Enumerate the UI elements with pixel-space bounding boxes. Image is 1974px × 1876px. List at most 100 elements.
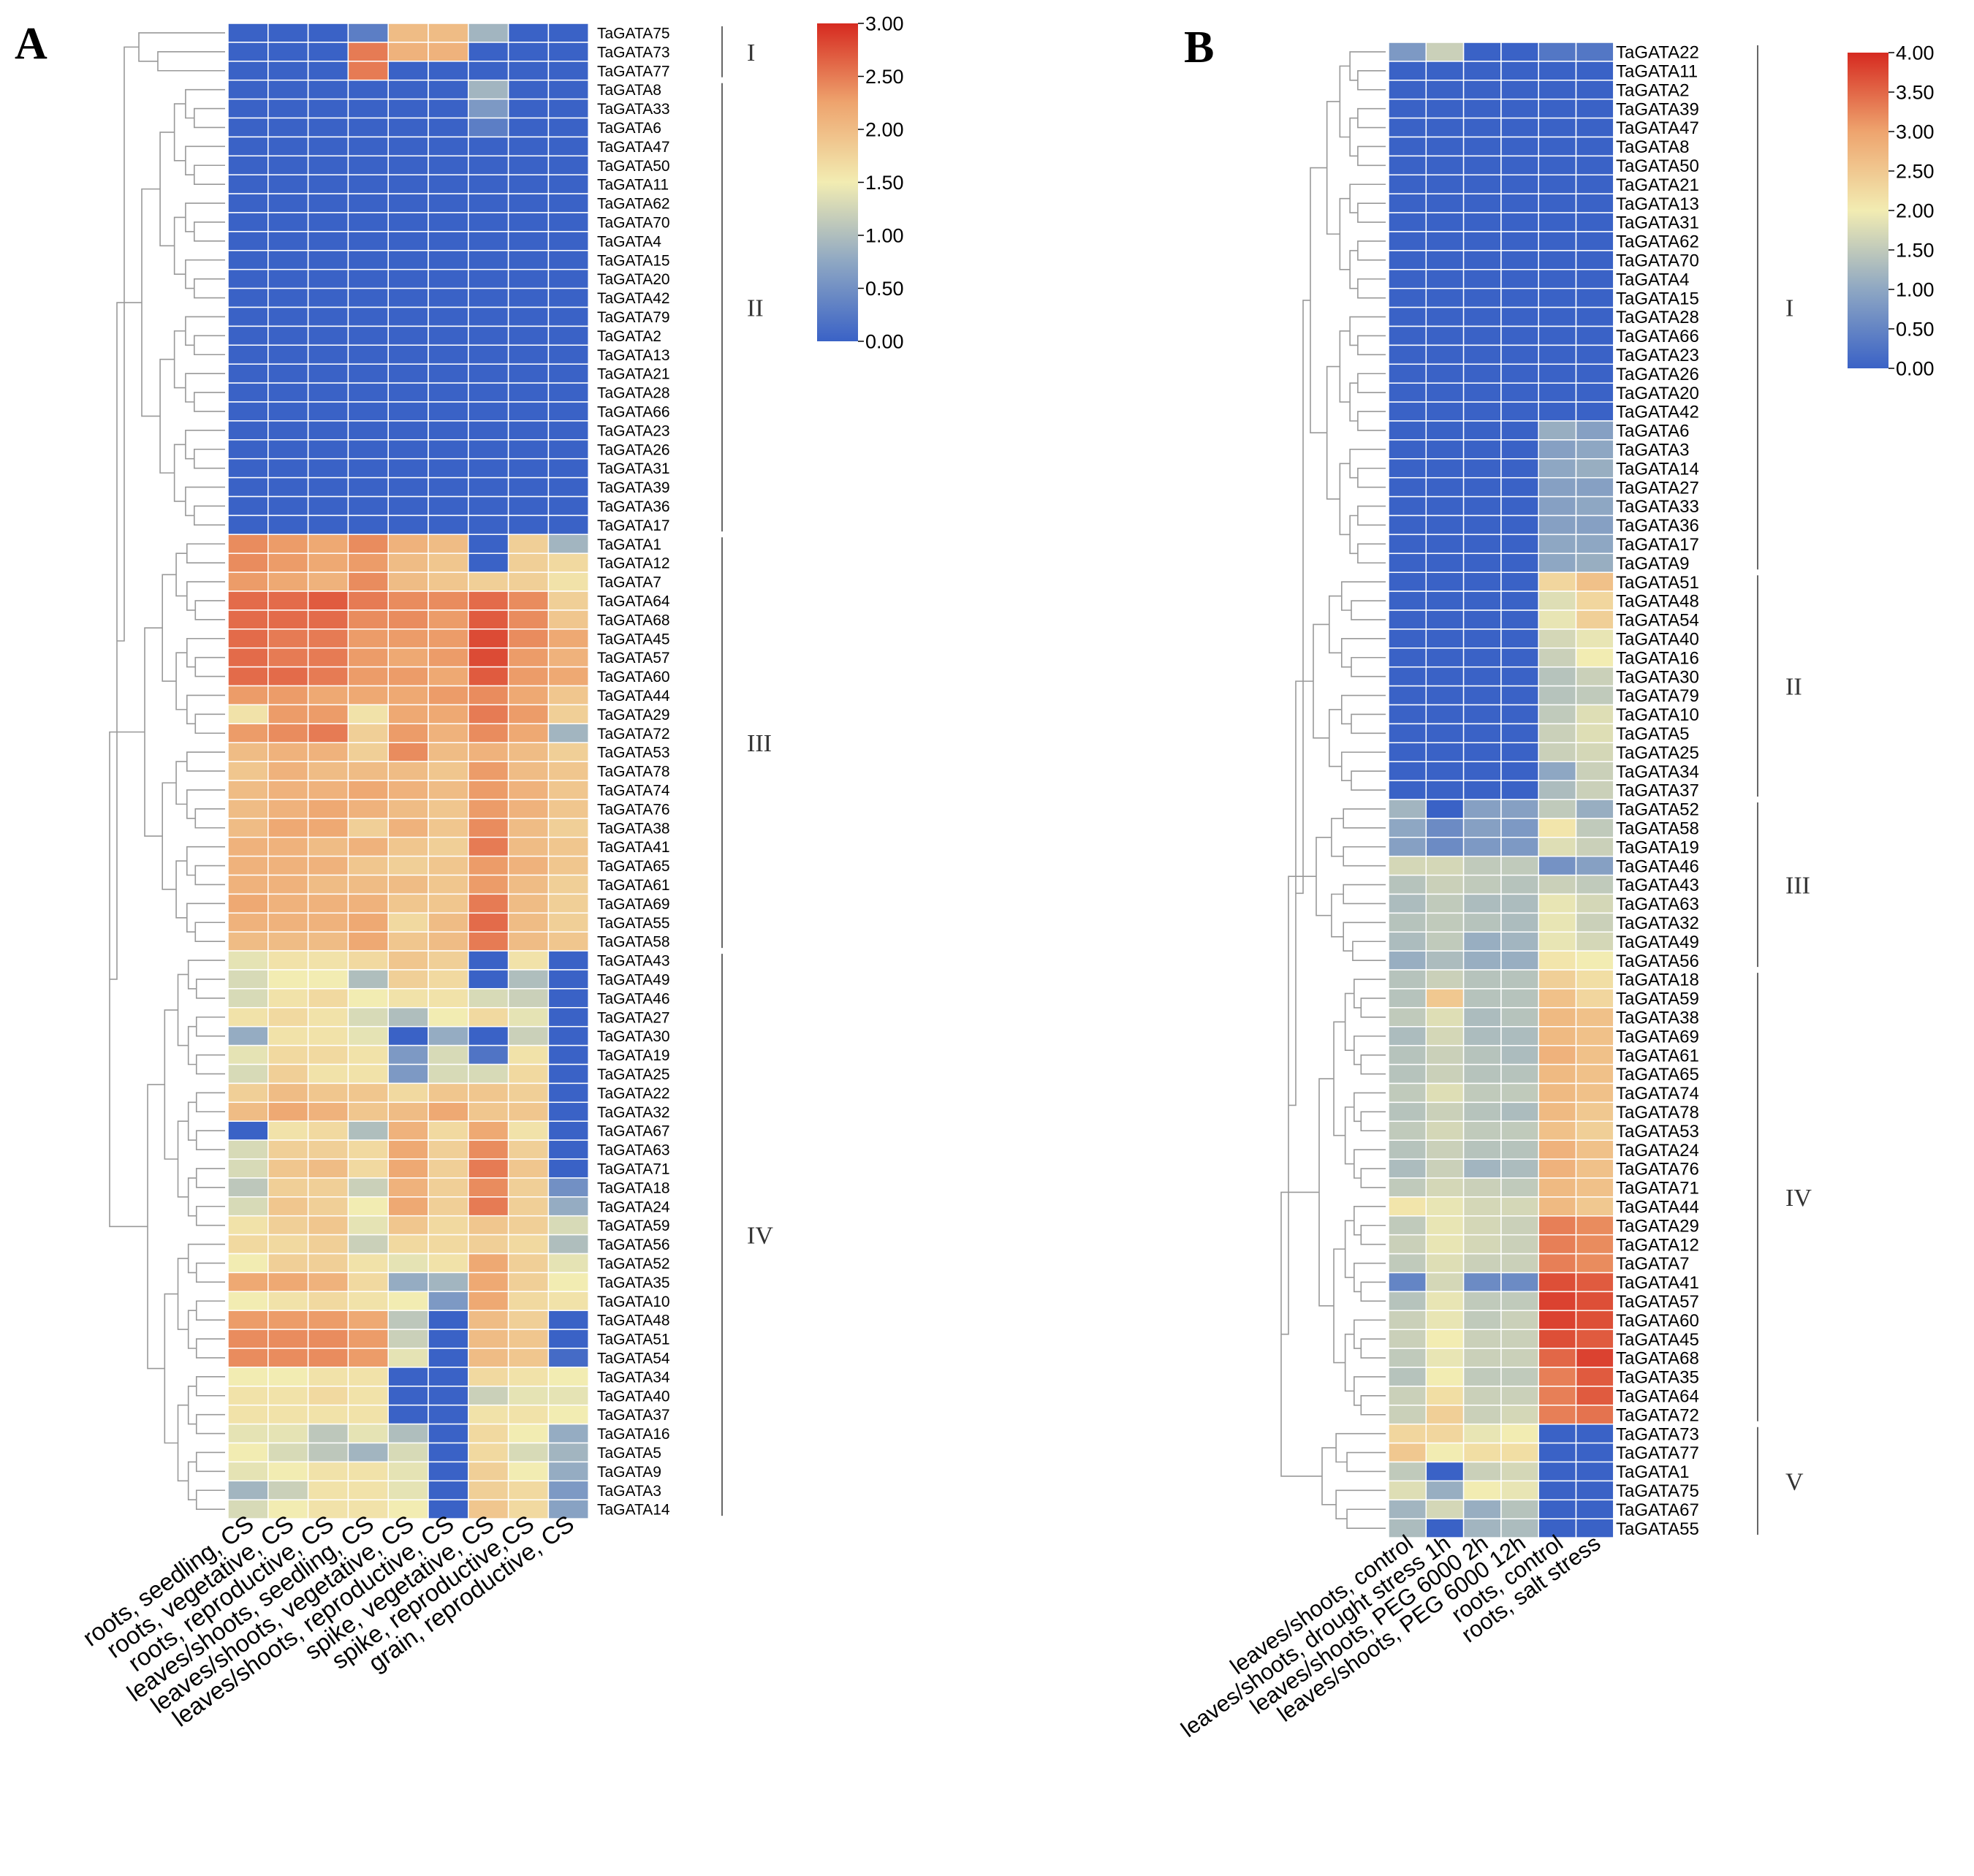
gene-label: TaGATA15 bbox=[597, 252, 670, 269]
heatmap-cell bbox=[227, 420, 269, 441]
heatmap-cell bbox=[507, 1348, 550, 1368]
heatmap-cell bbox=[428, 836, 469, 857]
heatmap-cell bbox=[507, 647, 550, 668]
heatmap-cell bbox=[227, 439, 269, 460]
heatmap-cell bbox=[1538, 874, 1577, 895]
heatmap-cell bbox=[387, 1310, 429, 1330]
heatmap-cell bbox=[1538, 1158, 1577, 1179]
heatmap-cell bbox=[387, 98, 429, 119]
heatmap-cell bbox=[1575, 61, 1614, 81]
heatmap-cell bbox=[227, 1101, 269, 1122]
heatmap-cell bbox=[1425, 837, 1465, 857]
heatmap-cell bbox=[468, 420, 509, 441]
heatmap-cell bbox=[507, 1177, 550, 1198]
heatmap-cell bbox=[267, 1442, 309, 1463]
heatmap-cell bbox=[547, 476, 589, 498]
heatmap-cell bbox=[1388, 155, 1427, 176]
heatmap-cell bbox=[507, 818, 550, 838]
heatmap-cell bbox=[347, 590, 389, 611]
heatmap-cell bbox=[1462, 1253, 1502, 1274]
heatmap-cell bbox=[1500, 742, 1539, 762]
gene-label: TaGATA22 bbox=[1616, 43, 1699, 63]
heatmap-cell bbox=[1575, 1177, 1614, 1198]
heatmap-cell bbox=[1388, 704, 1427, 725]
heatmap-cell bbox=[1462, 1518, 1502, 1538]
heatmap-cell bbox=[307, 1461, 349, 1482]
heatmap-cell bbox=[1462, 1101, 1502, 1123]
heatmap-cell bbox=[1425, 495, 1465, 517]
heatmap-cell bbox=[428, 1499, 469, 1519]
heatmap-cell bbox=[428, 212, 469, 232]
heatmap-cell bbox=[347, 1461, 389, 1482]
heatmap-cell bbox=[547, 742, 589, 762]
heatmap-cell bbox=[227, 514, 269, 536]
heatmap-cell bbox=[307, 1253, 349, 1274]
heatmap-cell bbox=[547, 306, 589, 327]
heatmap-cell bbox=[227, 1196, 269, 1217]
heatmap-cell bbox=[347, 287, 389, 308]
gene-label: TaGATA1 bbox=[1616, 1462, 1689, 1482]
heatmap-cell bbox=[307, 1196, 349, 1217]
heatmap-cell bbox=[387, 742, 429, 762]
heatmap-cell bbox=[307, 98, 349, 119]
heatmap-cell bbox=[507, 174, 550, 194]
heatmap-cell bbox=[387, 1007, 429, 1028]
heatmap-cell bbox=[267, 306, 309, 327]
heatmap-cell bbox=[428, 1007, 469, 1028]
heatmap-cell bbox=[387, 1348, 429, 1368]
gene-label: TaGATA27 bbox=[597, 1009, 670, 1026]
heatmap-cell bbox=[1425, 117, 1465, 138]
heatmap-cell bbox=[307, 136, 349, 157]
heatmap-cell bbox=[307, 533, 349, 554]
heatmap-cell bbox=[267, 893, 309, 914]
heatmap-cell bbox=[347, 931, 389, 952]
heatmap-cell bbox=[267, 1063, 309, 1085]
heatmap-cell bbox=[227, 1272, 269, 1293]
heatmap-cell bbox=[307, 287, 349, 308]
heatmap-cell bbox=[307, 1044, 349, 1066]
heatmap-cell bbox=[1425, 1026, 1465, 1047]
cluster-label: II bbox=[1785, 674, 1802, 701]
heatmap-cell bbox=[428, 723, 469, 743]
heatmap-cell bbox=[1425, 1215, 1465, 1236]
heatmap-cell bbox=[307, 723, 349, 743]
heatmap-cell bbox=[1425, 420, 1465, 441]
heatmap-cell bbox=[347, 533, 389, 554]
heatmap-cell bbox=[468, 1234, 509, 1255]
heatmap-cell bbox=[1462, 629, 1502, 649]
heatmap-cell bbox=[1538, 855, 1577, 876]
heatmap-cell bbox=[307, 1139, 349, 1160]
heatmap-cell bbox=[428, 1404, 469, 1425]
heatmap-cell bbox=[387, 629, 429, 649]
heatmap-cell bbox=[1538, 893, 1577, 914]
heatmap-cell bbox=[1388, 874, 1427, 895]
heatmap-cell bbox=[307, 893, 349, 914]
heatmap-cell bbox=[307, 250, 349, 270]
heatmap-cell bbox=[1462, 893, 1502, 914]
heatmap-cell bbox=[307, 950, 349, 971]
heatmap-cell bbox=[428, 1348, 469, 1368]
heatmap-cell bbox=[1575, 1386, 1614, 1406]
gene-label: TaGATA9 bbox=[597, 1464, 661, 1481]
heatmap-cell bbox=[507, 1158, 550, 1179]
heatmap-cell bbox=[1388, 969, 1427, 990]
heatmap-cell bbox=[1425, 269, 1465, 289]
heatmap-cell bbox=[1538, 1405, 1577, 1425]
heatmap-cell bbox=[1575, 514, 1614, 536]
heatmap-cell bbox=[547, 1234, 589, 1255]
gene-label: TaGATA66 bbox=[597, 404, 670, 421]
heatmap-cell bbox=[347, 1007, 389, 1028]
heatmap-cell bbox=[1575, 382, 1614, 403]
heatmap-cell bbox=[307, 401, 349, 422]
heatmap-cell bbox=[468, 1101, 509, 1122]
heatmap-cell bbox=[347, 742, 389, 762]
gene-label: TaGATA2 bbox=[597, 328, 661, 345]
gene-label: TaGATA16 bbox=[1616, 648, 1699, 668]
gene-label: TaGATA30 bbox=[1616, 667, 1699, 687]
heatmap-cell bbox=[387, 1177, 429, 1198]
heatmap-cell bbox=[227, 855, 269, 876]
heatmap-cell bbox=[1538, 818, 1577, 838]
heatmap-cell bbox=[1425, 174, 1465, 194]
heatmap-cell bbox=[1462, 1386, 1502, 1406]
heatmap-cell bbox=[387, 117, 429, 138]
